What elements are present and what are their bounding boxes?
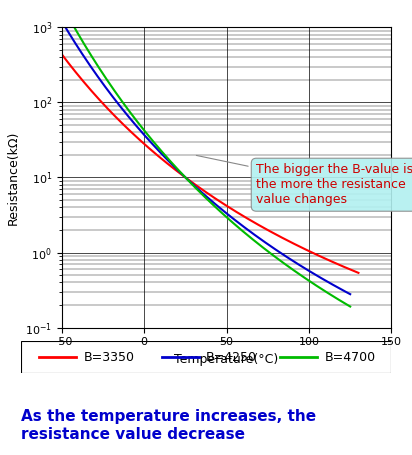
Text: As the temperature increases, the
resistance value decrease: As the temperature increases, the resist…	[21, 410, 316, 442]
Text: The bigger the B-value is,
the more the resistance
value changes: The bigger the B-value is, the more the …	[197, 156, 412, 206]
Text: B=3350: B=3350	[84, 351, 135, 364]
X-axis label: Temperature(°C): Temperature(°C)	[174, 353, 279, 366]
Y-axis label: Resistance(kΩ): Resistance(kΩ)	[7, 130, 19, 225]
Text: B=4700: B=4700	[325, 351, 376, 364]
Text: B=4250: B=4250	[206, 351, 257, 364]
